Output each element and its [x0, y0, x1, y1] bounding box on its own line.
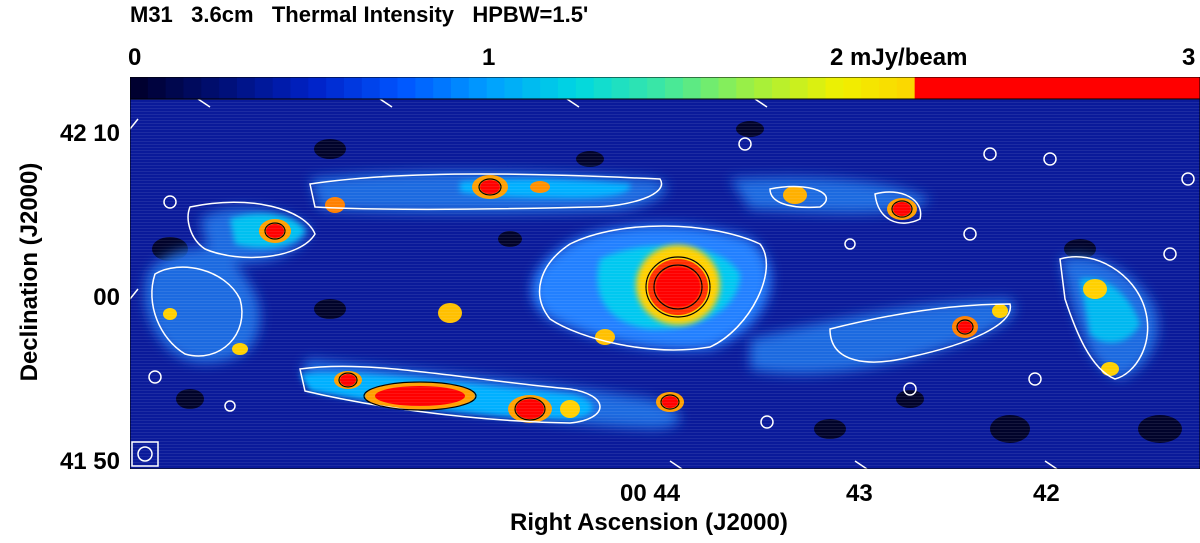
colorbar-cell [861, 77, 880, 99]
colorbar-cell [789, 77, 809, 99]
ra-tick-42: 42 [1033, 480, 1060, 507]
colorbar-cell [468, 77, 488, 99]
colorbar-cell [130, 77, 149, 99]
colorbar-label-1: 1 [482, 44, 496, 71]
figure-title: M31 3.6cm Thermal Intensity HPBW=1.5' [130, 2, 589, 27]
colorbar-cell [379, 77, 399, 99]
colorbar-cell [593, 77, 613, 99]
colorbar-cell [344, 77, 363, 99]
colorbar-cell [504, 77, 523, 99]
colorbar [130, 77, 1200, 99]
dec-tick-42-10: 42 10 [59, 120, 120, 147]
ra-tick-00-44: 00 44 [620, 480, 681, 507]
colorbar-cell [896, 77, 916, 99]
colorbar-cell [1128, 77, 1148, 99]
colorbar-cell [914, 77, 934, 99]
colorbar-cell [647, 77, 666, 99]
colorbar-cell [825, 77, 844, 99]
colorbar-cell [1093, 77, 1112, 99]
colorbar-cell [522, 77, 541, 99]
colorbar-cell [843, 77, 862, 99]
beam-symbol [131, 441, 159, 467]
colorbar-cell [1003, 77, 1023, 99]
colorbar-cell [558, 77, 577, 99]
colorbar-cell [807, 77, 827, 99]
colorbar-cell [1110, 77, 1130, 99]
colorbar-cell [736, 77, 755, 99]
dec-tick-00: 00 [93, 284, 120, 311]
colorbar-cell [308, 77, 327, 99]
colorbar-cell [682, 77, 702, 99]
colorbar-cell [879, 77, 898, 99]
colorbar-cell [754, 77, 773, 99]
colorbar-cell [183, 77, 202, 99]
colorbar-cell [486, 77, 506, 99]
colorbar-cell [968, 77, 987, 99]
colorbar-cell [772, 77, 791, 99]
colorbar-cell [147, 77, 167, 99]
colorbar-cell [237, 77, 256, 99]
ra-tick-43: 43 [846, 480, 873, 507]
dec-tick-41-50: 41 50 [59, 448, 120, 475]
colorbar-cell [700, 77, 720, 99]
colorbar-cell [201, 77, 220, 99]
colorbar-cell [397, 77, 416, 99]
colorbar-cell [433, 77, 452, 99]
colorbar-cell [1182, 77, 1200, 99]
colorbar-cell [932, 77, 951, 99]
colorbar-cell [1164, 77, 1183, 99]
y-axis-label: Declination (J2000) [16, 162, 43, 382]
colorbar-cell [1146, 77, 1165, 99]
colorbar-cell [415, 77, 434, 99]
colorbar-cell [361, 77, 381, 99]
colorbar-cell [611, 77, 630, 99]
thermal-intensity-map [130, 99, 1200, 469]
colorbar-cell [718, 77, 737, 99]
colorbar-cell [1075, 77, 1094, 99]
coordinate-ticks [130, 99, 1058, 469]
colorbar-cell [326, 77, 345, 99]
colorbar-cell [575, 77, 595, 99]
colorbar-cell [540, 77, 559, 99]
colorbar-label-3: 3 [1182, 44, 1196, 71]
colorbar-cell [986, 77, 1005, 99]
x-axis-label: Right Ascension (J2000) [510, 509, 788, 536]
colorbar-cell [665, 77, 684, 99]
colorbar-cell [1021, 77, 1041, 99]
colorbar-cell [219, 77, 238, 99]
colorbar-cell [950, 77, 969, 99]
colorbar-cell [165, 77, 185, 99]
colorbar-cell [451, 77, 470, 99]
colorbar-label-0: 0 [128, 44, 142, 71]
colorbar-cell [272, 77, 292, 99]
colorbar-cell [1039, 77, 1058, 99]
colorbar-cell [1057, 77, 1076, 99]
colorbar-cell [254, 77, 274, 99]
colorbar-cell [629, 77, 648, 99]
colorbar-label-2: 2 mJy/beam [830, 44, 968, 71]
colorbar-cell [290, 77, 309, 99]
